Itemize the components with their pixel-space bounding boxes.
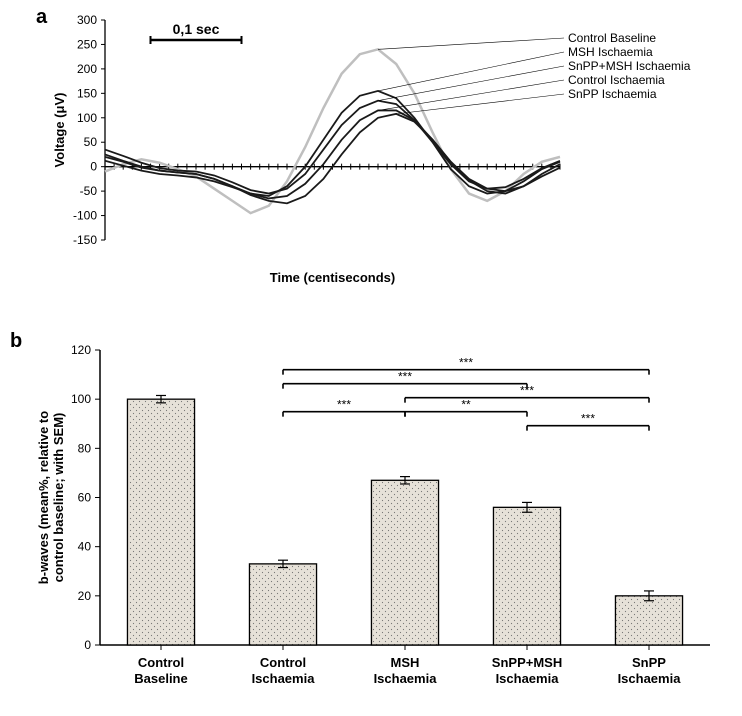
bar (615, 596, 682, 645)
sig-label: *** (459, 356, 473, 370)
sig-label: *** (337, 398, 351, 412)
legend-item: SnPP Ischaemia (568, 87, 657, 101)
svg-text:120: 120 (71, 343, 91, 357)
category-label: Control (260, 655, 306, 670)
svg-text:150: 150 (77, 86, 97, 100)
category-label: Ischaemia (252, 671, 316, 686)
bar (127, 399, 194, 645)
svg-text:60: 60 (78, 491, 92, 505)
x-axis-label: Time (centiseconds) (270, 270, 395, 285)
bar (371, 480, 438, 645)
svg-text:-150: -150 (73, 233, 97, 247)
sig-label: *** (520, 384, 534, 398)
svg-text:40: 40 (78, 540, 92, 554)
series-snpp-msh-ischaemia (105, 101, 560, 194)
svg-text:20: 20 (78, 589, 92, 603)
svg-text:200: 200 (77, 62, 97, 76)
panel-b-label: b (10, 330, 22, 353)
category-label: SnPP+MSH (492, 655, 562, 670)
svg-text:50: 50 (84, 135, 98, 149)
legend-item: MSH Ischaemia (568, 45, 653, 59)
category-label: Ischaemia (618, 671, 682, 686)
category-label: Ischaemia (496, 671, 560, 686)
bar (249, 564, 316, 645)
sig-label: ** (461, 398, 471, 412)
svg-text:80: 80 (78, 441, 92, 455)
bar (493, 507, 560, 645)
svg-text:0: 0 (84, 638, 91, 652)
category-label: MSH (391, 655, 420, 670)
y-axis-label: control baseline; with SEM) (51, 413, 66, 583)
sig-label: *** (398, 370, 412, 384)
category-label: Ischaemia (374, 671, 438, 686)
category-label: Control (138, 655, 184, 670)
panel-b-chart: 0 20 40 60 80 100 120 b-waves (mean%, relative … (30, 340, 730, 710)
category-label: SnPP (632, 655, 666, 670)
panel-a-label: a (36, 6, 47, 29)
legend-item: Control Ischaemia (568, 73, 665, 87)
series-msh-ischaemia (105, 91, 560, 196)
scalebar-label: 0,1 sec (173, 21, 220, 37)
panel-a-chart: -150 -100 -50 0 50 100 150 200 250 300 Time (centi… (50, 10, 730, 290)
svg-text:300: 300 (77, 13, 97, 27)
svg-text:100: 100 (77, 111, 97, 125)
svg-text:-50: -50 (80, 184, 98, 198)
series-control-ischaemia (105, 110, 560, 198)
svg-text:250: 250 (77, 37, 97, 51)
y-axis-label: Voltage (μV) (52, 93, 67, 168)
category-label: Baseline (134, 671, 187, 686)
y-axis-label: b-waves (mean%, relative to (36, 411, 51, 584)
sig-label: *** (581, 412, 595, 426)
legend-item: Control Baseline (568, 31, 656, 45)
legend-item: SnPP+MSH Ischaemia (568, 59, 691, 73)
svg-text:0: 0 (90, 160, 97, 174)
svg-text:100: 100 (71, 392, 91, 406)
svg-text:-100: -100 (73, 209, 97, 223)
